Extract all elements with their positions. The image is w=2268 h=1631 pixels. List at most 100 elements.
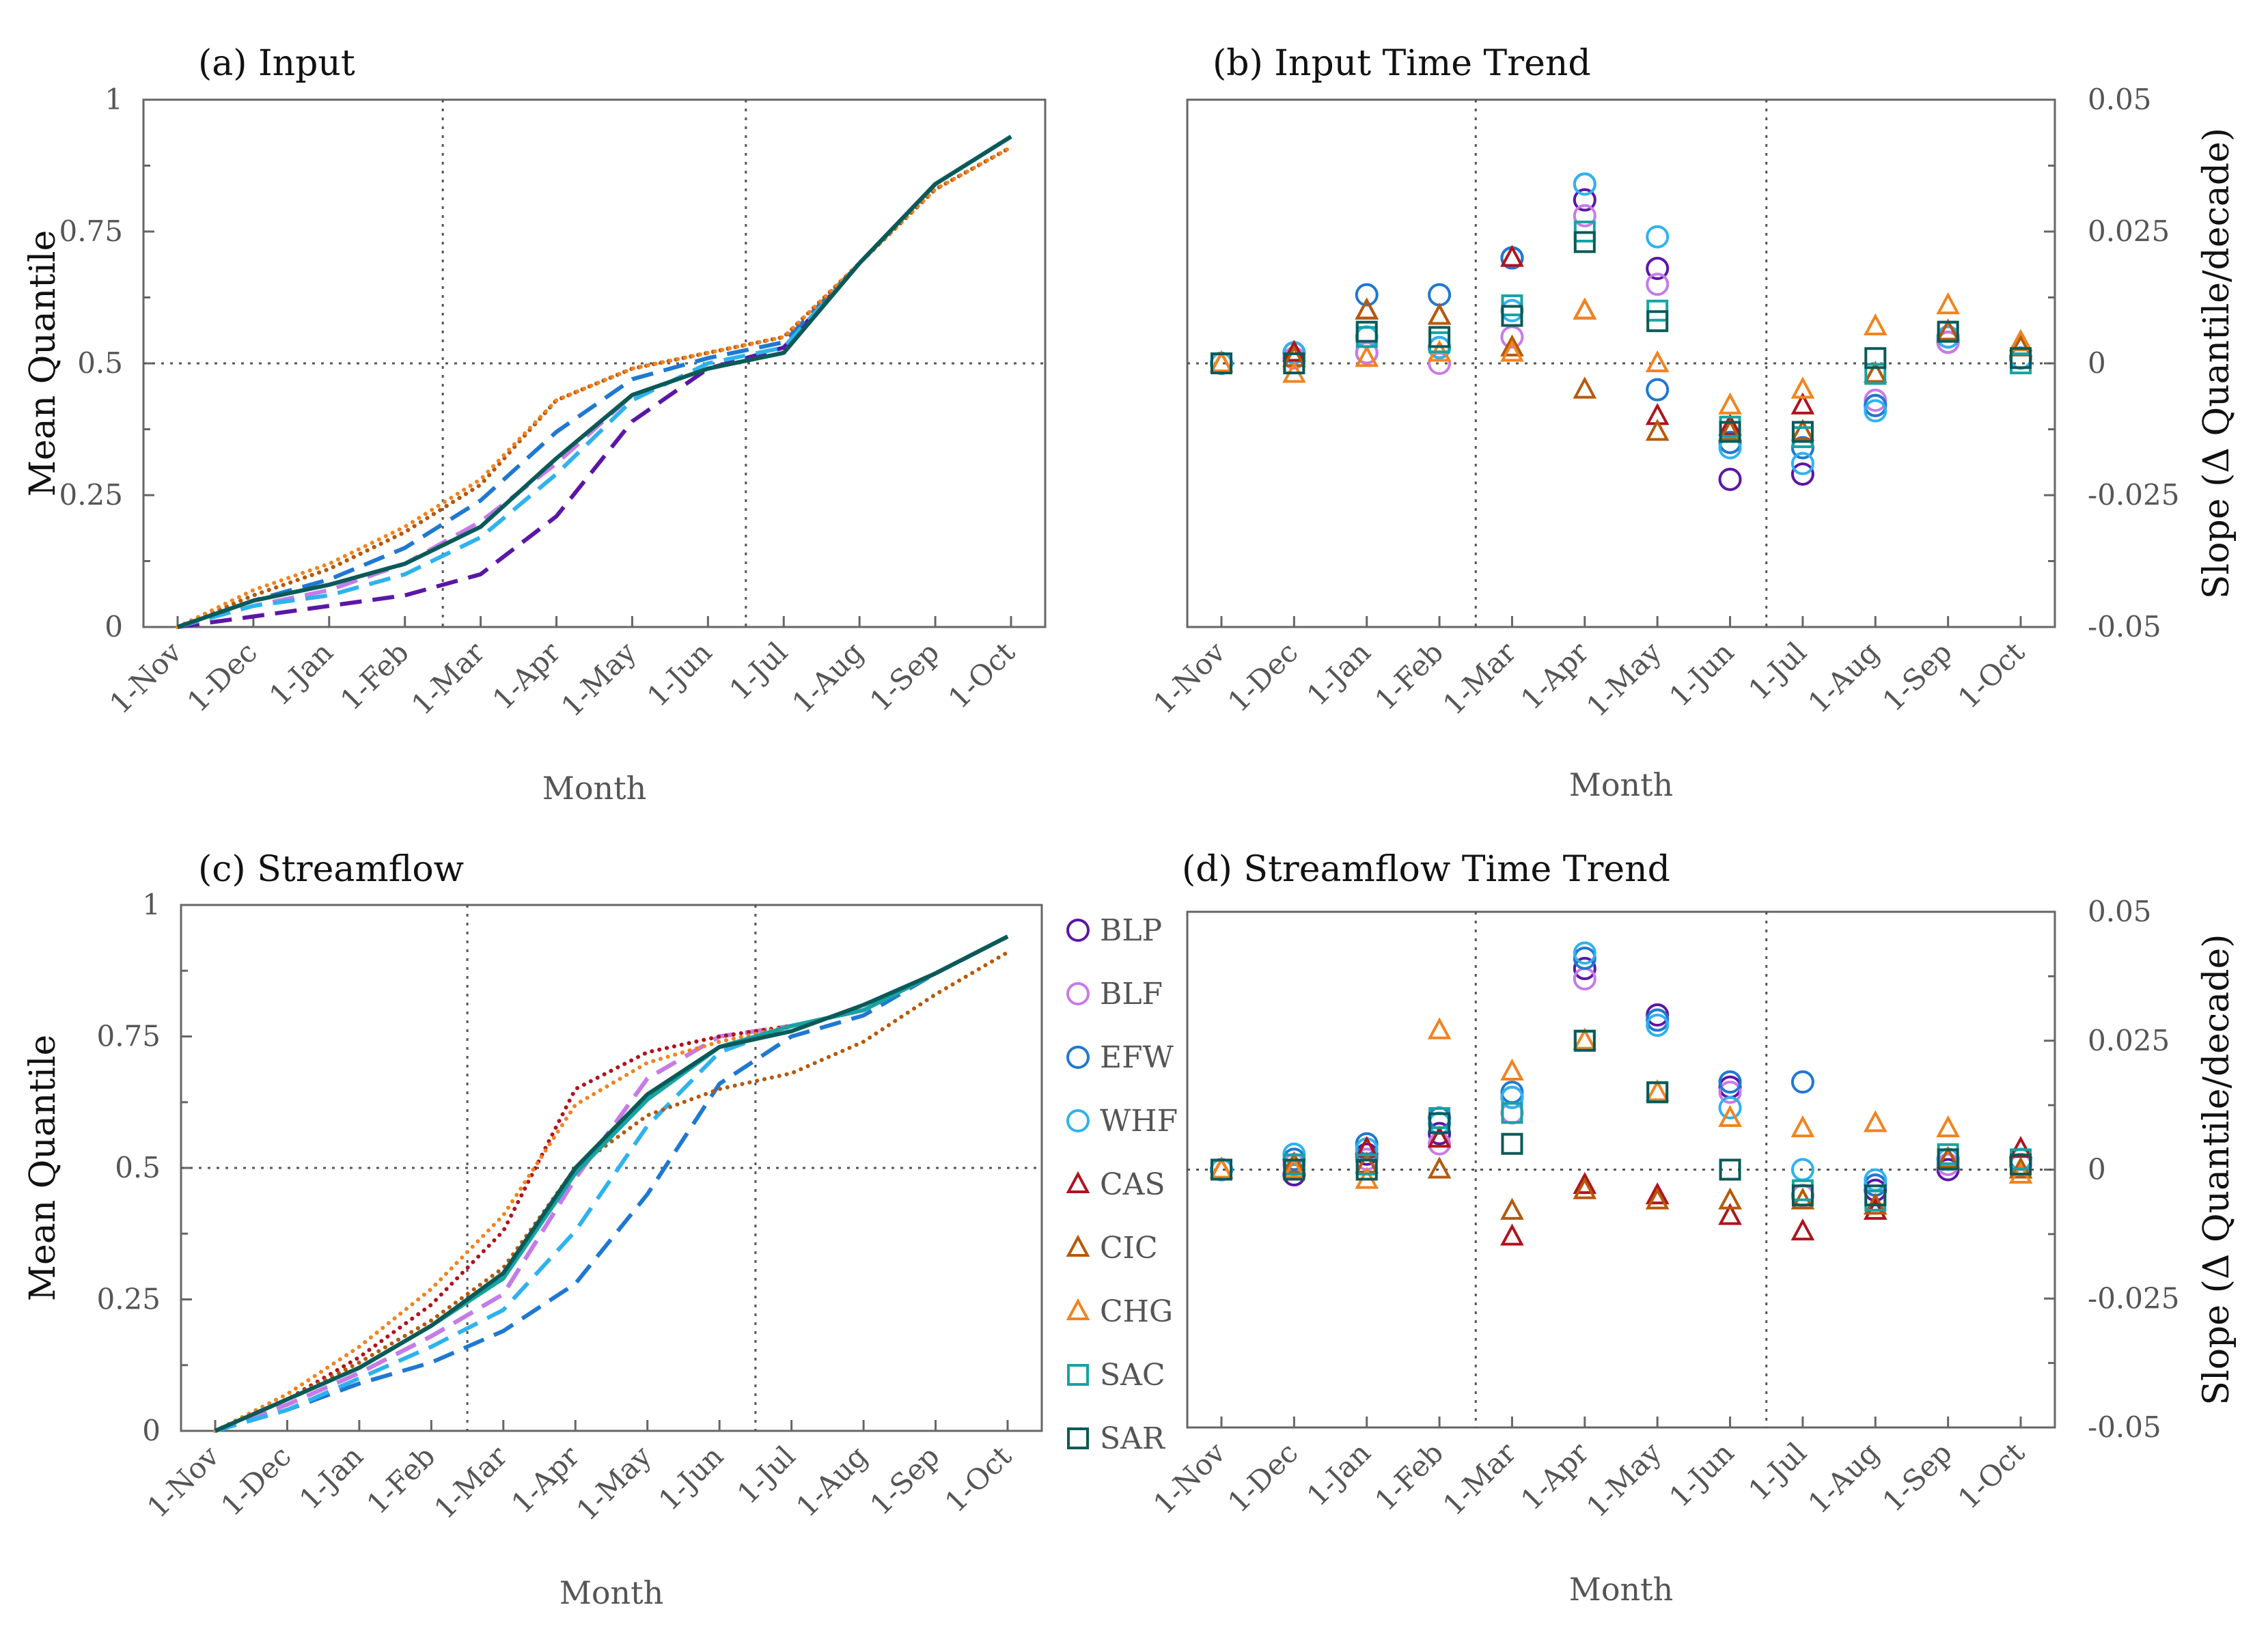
x-tick-label-1-oct: 1-Oct bbox=[1952, 1436, 2032, 1516]
legend-item-sac: SAC bbox=[1067, 1358, 1165, 1393]
point-sar-1-nov bbox=[1211, 1158, 1232, 1181]
series-group bbox=[1209, 172, 2033, 491]
x-tick-label-1-aug: 1-Aug bbox=[1801, 1436, 1885, 1520]
series-line-cic bbox=[213, 950, 1010, 1433]
legend-item-efw: EFW bbox=[1066, 1040, 1174, 1075]
point-whf-1-may bbox=[1646, 225, 1670, 249]
series-points-sac bbox=[1211, 221, 2032, 449]
point-blp-1-jun bbox=[1718, 1075, 1742, 1099]
point-chg-1-apr bbox=[1573, 297, 1597, 320]
x-tick-label-1-aug: 1-Aug bbox=[790, 1439, 874, 1523]
x-tick-label-1-dec: 1-Dec bbox=[1221, 1436, 1305, 1519]
x-tick-label-1-nov: 1-Nov bbox=[141, 1439, 225, 1524]
series-line-blf bbox=[177, 135, 1012, 629]
point-sar-1-jun bbox=[1719, 421, 1741, 443]
point-cic-1-jun bbox=[1718, 1187, 1742, 1210]
series-line-whf bbox=[215, 934, 1009, 1433]
series-line-cas bbox=[213, 934, 1010, 1433]
circle-icon bbox=[1066, 919, 1090, 942]
point-cic-1-mar bbox=[1500, 1197, 1524, 1220]
x-tick-label-1-oct: 1-Oct bbox=[1952, 635, 2032, 715]
point-cic-1-feb bbox=[1427, 1156, 1452, 1179]
point-chg-1-may bbox=[1645, 350, 1670, 372]
point-sar-1-sep bbox=[1937, 320, 1959, 343]
x-tick-label-1-apr: 1-Apr bbox=[1515, 1436, 1596, 1517]
series-line-sar bbox=[214, 934, 1009, 1433]
point-chg-1-jun bbox=[1718, 1104, 1742, 1127]
y-axis-title: Mean Quantile bbox=[23, 1035, 64, 1302]
y-axis: 0 0.25 0.5 0.75 1 bbox=[96, 888, 192, 1447]
y-axis-title: Slope (Δ Quantile/decade) bbox=[2196, 128, 2237, 599]
point-whf-1-apr bbox=[1573, 941, 1596, 965]
x-tick-label-1-feb: 1-Feb bbox=[360, 1439, 441, 1520]
panel-title: (c) Streamflow bbox=[198, 849, 464, 890]
point-chg-1-nov bbox=[1209, 1156, 1234, 1179]
series-line-whf bbox=[177, 135, 1012, 629]
legend-label: EFW bbox=[1100, 1040, 1174, 1075]
point-sar-1-oct bbox=[2010, 347, 2032, 370]
point-chg-1-jul bbox=[1790, 1115, 1815, 1138]
point-efw-1-may bbox=[1646, 378, 1670, 402]
x-axis: 1-Nov1-Dec1-Jan1-Feb1-Mar1-Apr1-May1-Jun… bbox=[1147, 1417, 2031, 1524]
legend-label: SAR bbox=[1100, 1421, 1166, 1456]
legend-item-cas: CAS bbox=[1066, 1167, 1165, 1202]
y-tick-label: -0.025 bbox=[2088, 1281, 2179, 1315]
x-axis-title: Month bbox=[1569, 1571, 1674, 1608]
point-chg-1-mar bbox=[1500, 1058, 1524, 1081]
x-tick-label-1-jan: 1-Jan bbox=[293, 1439, 370, 1516]
point-cic-1-apr bbox=[1573, 376, 1597, 399]
y-tick-label: 1 bbox=[142, 888, 161, 921]
x-axis: 1-Nov1-Dec1-Jan1-Feb1-Mar1-Apr1-May1-Jun… bbox=[1147, 616, 2031, 723]
point-sar-1-feb bbox=[1428, 1112, 1451, 1134]
point-blp-1-jun bbox=[1718, 467, 1742, 491]
legend-item-blp: BLP bbox=[1066, 913, 1162, 948]
point-sar-1-feb bbox=[1428, 326, 1451, 348]
x-tick-label-1-feb: 1-Feb bbox=[1368, 635, 1450, 716]
legend-item-blf: BLF bbox=[1066, 977, 1163, 1012]
y-tick-label: -0.05 bbox=[2088, 1410, 2161, 1444]
x-tick-label-1-jan: 1-Jan bbox=[1300, 635, 1377, 712]
point-sar-1-oct bbox=[2010, 1153, 2032, 1175]
point-blp-1-apr bbox=[1573, 188, 1596, 212]
point-efw-1-jan bbox=[1355, 283, 1379, 307]
point-sar-1-aug bbox=[1864, 1184, 1887, 1207]
series-points-blp bbox=[1210, 957, 2032, 1208]
panel-c-streamflow: (c) Streamflow1-Nov1-Dec1-Jan1-Feb1-Mar1… bbox=[23, 849, 1043, 1611]
point-cas-1-may bbox=[1645, 1182, 1670, 1205]
point-whf-1-mar bbox=[1500, 298, 1524, 322]
point-cic-1-dec bbox=[1282, 1151, 1306, 1173]
y-axis: 0 0.25 0.5 0.75 1 bbox=[59, 83, 154, 643]
series-points-cas bbox=[1209, 1125, 2033, 1246]
series-line-chg bbox=[176, 145, 1013, 629]
legend-item-sar: SAR bbox=[1067, 1421, 1166, 1456]
point-blf-1-may bbox=[1646, 273, 1670, 296]
point-sar-1-mar bbox=[1501, 305, 1523, 327]
series-points-sar bbox=[1211, 1029, 2032, 1207]
legend-label: CHG bbox=[1100, 1294, 1173, 1329]
x-tick-label-1-jun: 1-Jun bbox=[652, 1439, 730, 1517]
series-points-efw bbox=[1210, 946, 2032, 1197]
point-cas-1-jul bbox=[1790, 392, 1815, 415]
x-tick-label-1-nov: 1-Nov bbox=[103, 635, 188, 720]
legend-label: BLF bbox=[1100, 977, 1163, 1012]
point-whf-1-jul bbox=[1790, 451, 1814, 475]
legend-label: BLP bbox=[1100, 913, 1162, 948]
point-sar-1-dec bbox=[1283, 352, 1305, 374]
series-points-cic bbox=[1209, 297, 2033, 441]
point-cas-1-apr bbox=[1573, 1171, 1597, 1195]
point-cic-1-may bbox=[1645, 419, 1670, 441]
y-tick-label: -0.025 bbox=[2088, 478, 2179, 512]
x-tick-label-1-jan: 1-Jan bbox=[263, 635, 340, 712]
point-efw-1-jun bbox=[1718, 1070, 1742, 1094]
point-sar-1-jan bbox=[1355, 1158, 1378, 1181]
point-whf-1-jan bbox=[1355, 325, 1379, 349]
x-tick-label-1-mar: 1-Mar bbox=[1437, 1436, 1523, 1522]
series-points-cas bbox=[1209, 245, 2033, 436]
y-tick-label: 0.05 bbox=[2088, 83, 2152, 116]
x-tick-label-1-jun: 1-Jun bbox=[641, 635, 719, 713]
circle-icon bbox=[1066, 1046, 1090, 1069]
series-line-sac bbox=[214, 934, 1009, 1433]
legend-label: SAC bbox=[1100, 1358, 1165, 1393]
legend-item-cic: CIC bbox=[1066, 1231, 1158, 1266]
square-icon bbox=[1067, 1364, 1089, 1386]
